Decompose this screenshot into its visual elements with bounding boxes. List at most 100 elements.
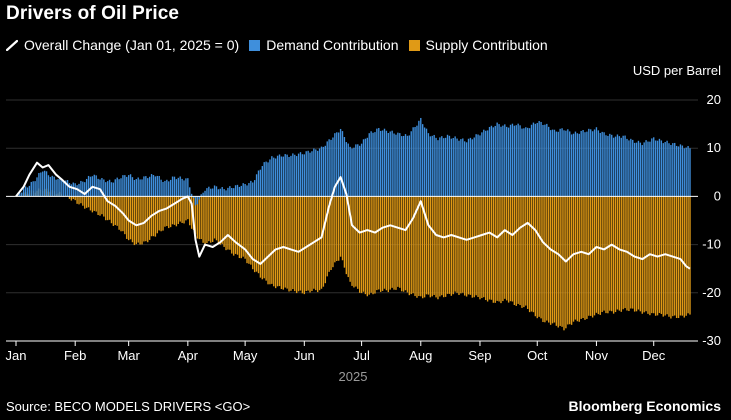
demand-bar bbox=[108, 179, 111, 197]
supply-bar bbox=[80, 196, 82, 204]
demand-bar bbox=[143, 176, 145, 197]
supply-bar bbox=[399, 196, 401, 288]
demand-bar bbox=[653, 137, 655, 197]
demand-bar bbox=[240, 185, 242, 197]
demand-bar bbox=[175, 179, 178, 197]
demand-bar bbox=[122, 175, 124, 197]
demand-bar bbox=[295, 156, 298, 197]
demand-bar bbox=[366, 137, 369, 197]
supply-bar bbox=[334, 196, 336, 263]
demand-bar bbox=[82, 181, 84, 197]
x-tick-label: Aug bbox=[409, 348, 432, 363]
supply-bar bbox=[412, 196, 414, 294]
supply-bar bbox=[515, 196, 517, 306]
supply-bar bbox=[591, 196, 594, 318]
supply-bar bbox=[171, 196, 174, 225]
demand-bar bbox=[485, 130, 487, 197]
legend-label-supply: Supply Contribution bbox=[425, 37, 548, 53]
y-tick-label: -10 bbox=[702, 237, 721, 252]
supply-bar bbox=[349, 196, 351, 282]
demand-bar bbox=[674, 142, 676, 197]
x-tick-label: Feb bbox=[64, 348, 86, 363]
y-tick-label: 0 bbox=[714, 188, 721, 203]
supply-bar bbox=[513, 196, 516, 306]
demand-bar bbox=[164, 180, 166, 197]
supply-bar bbox=[458, 196, 460, 295]
supply-bar bbox=[360, 196, 363, 294]
demand-bar bbox=[347, 143, 349, 197]
supply-bar bbox=[175, 196, 178, 227]
supply-bar bbox=[353, 196, 355, 288]
demand-bar bbox=[64, 180, 67, 197]
demand-bar bbox=[471, 139, 474, 197]
demand-bar bbox=[139, 179, 141, 197]
demand-bar bbox=[656, 140, 659, 197]
demand-bar bbox=[194, 196, 197, 206]
demand-bar bbox=[211, 188, 214, 197]
supply-bar bbox=[595, 196, 598, 313]
supply-bar bbox=[185, 196, 187, 221]
legend-label-overall: Overall Change (Jan 01, 2025 = 0) bbox=[24, 37, 240, 53]
x-tick-label: Nov bbox=[585, 348, 609, 363]
supply-bar bbox=[586, 196, 588, 319]
demand-bar bbox=[643, 142, 645, 197]
supply-bar bbox=[204, 196, 206, 247]
supply-bar bbox=[603, 196, 605, 311]
supply-bar bbox=[387, 196, 390, 293]
demand-bar bbox=[439, 137, 441, 197]
demand-bar bbox=[538, 121, 540, 197]
supply-bar bbox=[345, 196, 348, 275]
demand-bar bbox=[496, 122, 498, 197]
demand-bar bbox=[567, 129, 569, 197]
demand-bar bbox=[234, 185, 237, 197]
supply-bar bbox=[471, 196, 474, 298]
supply-bar bbox=[570, 196, 573, 325]
supply-bar bbox=[404, 196, 407, 291]
demand-bar bbox=[620, 137, 622, 197]
demand-bar bbox=[93, 174, 95, 197]
supply-bar bbox=[112, 196, 115, 226]
supply-bar bbox=[393, 196, 395, 290]
demand-bar bbox=[433, 134, 435, 197]
supply-bar bbox=[330, 196, 332, 271]
demand-bar bbox=[84, 182, 86, 197]
demand-bar bbox=[173, 176, 176, 197]
demand-bar bbox=[103, 179, 105, 197]
demand-bar bbox=[641, 145, 643, 197]
demand-bar bbox=[379, 130, 382, 197]
demand-bar bbox=[389, 131, 391, 197]
demand-bar bbox=[473, 137, 475, 197]
supply-bar bbox=[498, 196, 500, 302]
supply-bar bbox=[173, 196, 176, 225]
demand-bar bbox=[61, 179, 63, 197]
supply-bar bbox=[490, 196, 493, 300]
supply-bar bbox=[246, 196, 248, 264]
x-tick-label: Jul bbox=[353, 348, 370, 363]
x-tick-label: Apr bbox=[178, 348, 199, 363]
demand-bar bbox=[85, 178, 88, 197]
supply-bar bbox=[76, 196, 78, 204]
supply-bar bbox=[166, 196, 168, 227]
demand-bar bbox=[422, 124, 424, 197]
supply-bar bbox=[217, 196, 220, 245]
demand-bar bbox=[397, 132, 399, 197]
supply-bar bbox=[580, 196, 582, 319]
demand-bar bbox=[47, 175, 50, 197]
supply-bar bbox=[244, 196, 246, 259]
demand-bar bbox=[332, 137, 334, 197]
demand-bar bbox=[349, 146, 351, 197]
supply-bar bbox=[322, 196, 325, 287]
demand-bar bbox=[120, 178, 122, 197]
supply-bar bbox=[95, 196, 97, 212]
supply-bar bbox=[358, 196, 361, 293]
demand-bar bbox=[427, 133, 430, 197]
demand-bar bbox=[341, 131, 344, 197]
demand-bar bbox=[654, 140, 657, 197]
supply-bar bbox=[324, 196, 327, 284]
demand-bar bbox=[645, 140, 647, 197]
demand-bar bbox=[129, 174, 132, 197]
demand-bar bbox=[181, 178, 183, 197]
supply-bar bbox=[137, 196, 139, 243]
demand-bar bbox=[660, 140, 663, 197]
